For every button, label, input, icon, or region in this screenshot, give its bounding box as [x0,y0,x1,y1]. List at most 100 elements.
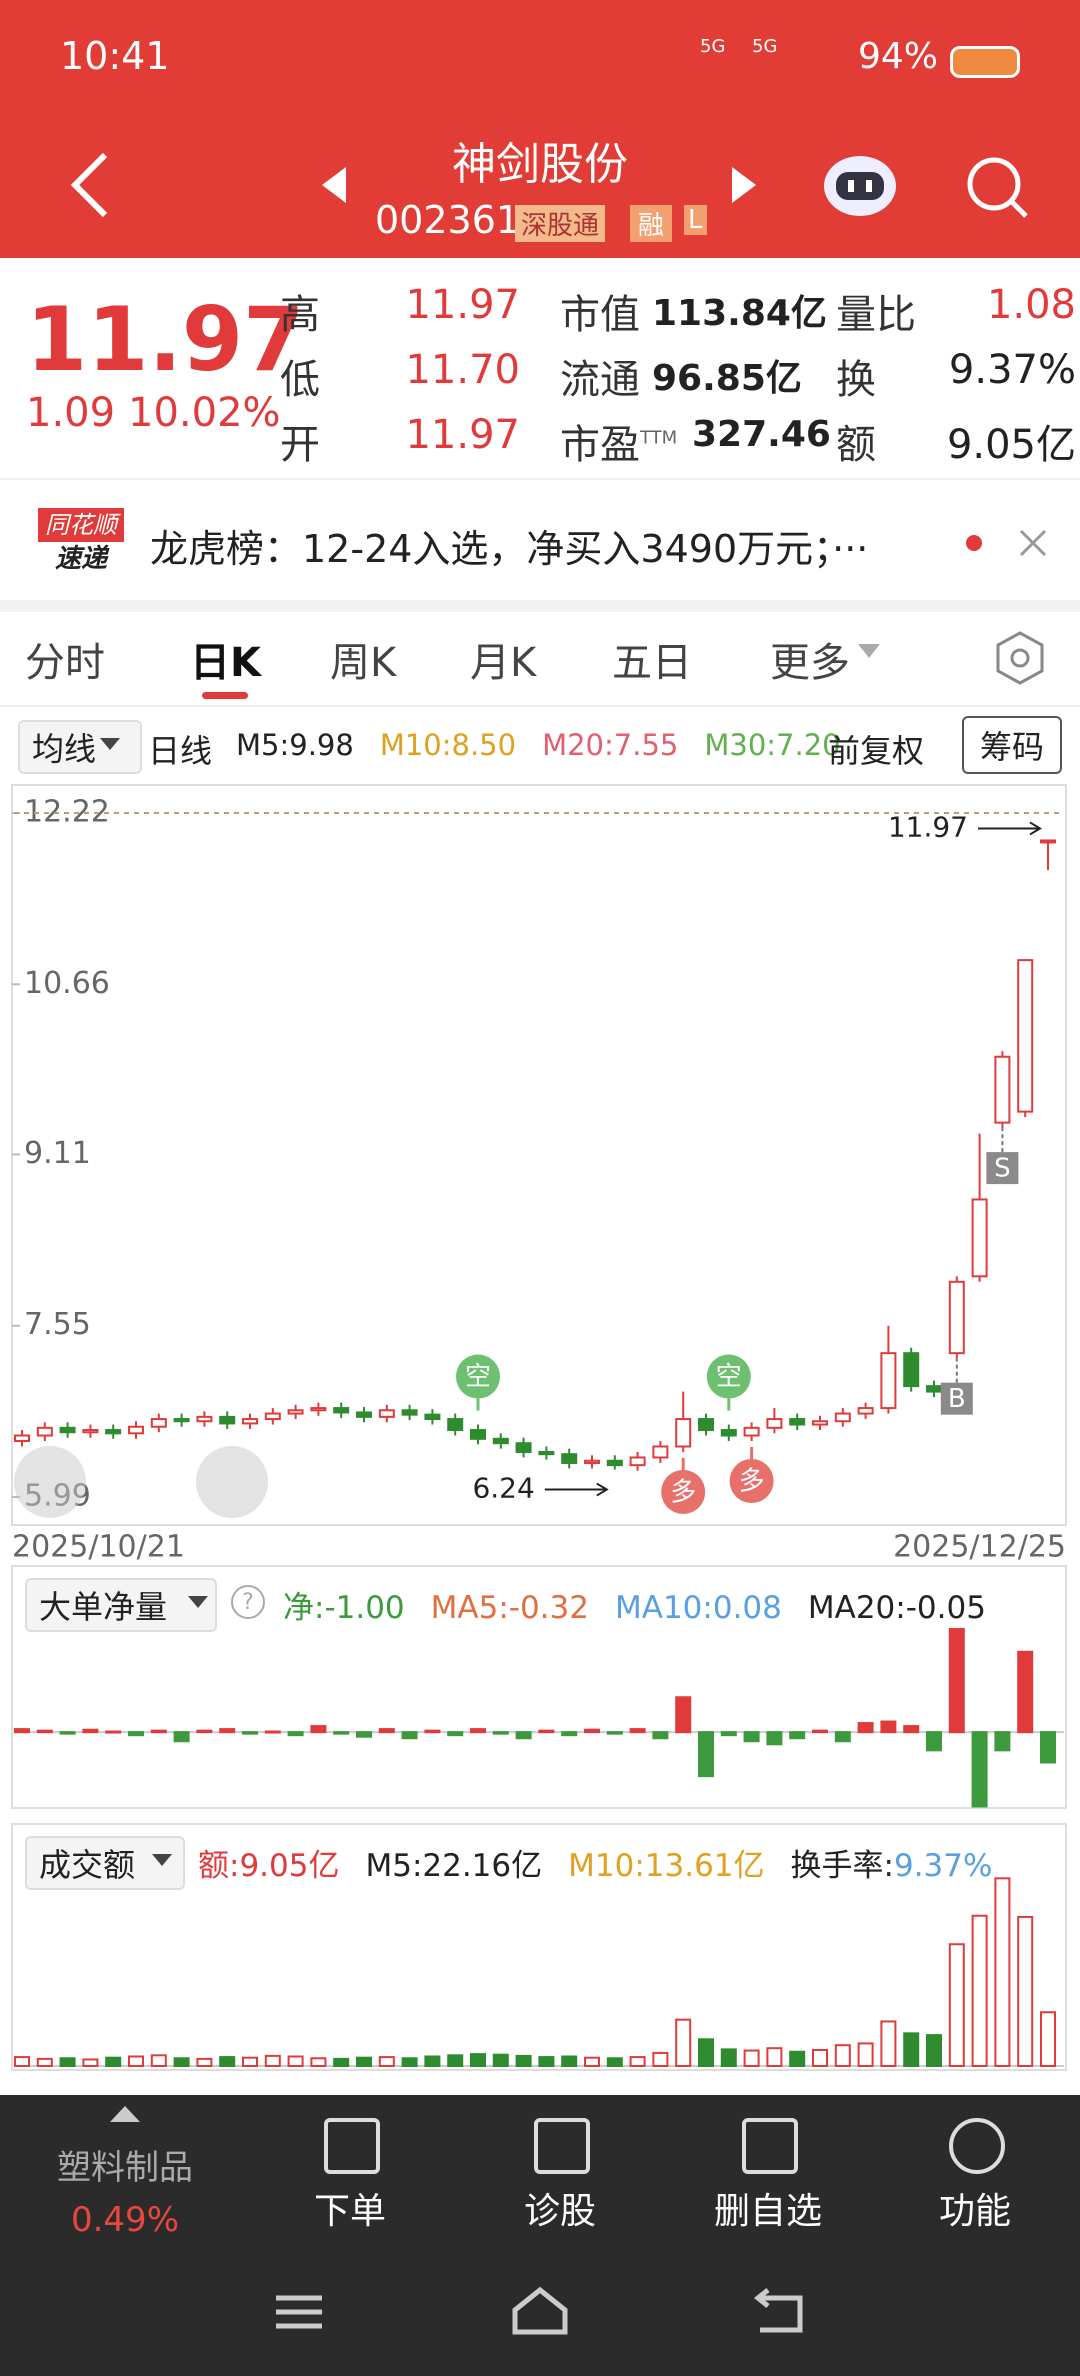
action-icon[interactable] [742,2118,798,2174]
bar [789,1731,806,1740]
bar [515,2054,532,2068]
stat-value: 11.97 [405,412,520,458]
action-icon[interactable] [324,2118,380,2174]
bar [424,2055,441,2068]
chips-button[interactable]: 筹码 [962,716,1063,774]
bar [629,2056,646,2067]
netflow-menu[interactable]: 大单净量 [25,1578,218,1632]
candle-body [698,1418,714,1432]
signal-label: 多 [739,1467,765,1497]
candle-body [903,1352,920,1388]
action-label[interactable]: 功能 [938,2191,1011,2232]
bar [812,1729,828,1734]
bar [310,1725,327,1734]
x-tick-label: 2025/12/25 [893,1530,1066,1565]
candle-body [333,1407,350,1414]
bar [264,2054,281,2068]
bar [994,1731,1011,1752]
adjust-mode[interactable]: 前复权 [828,732,925,770]
action-label[interactable]: 下单 [313,2191,386,2232]
tab[interactable]: 日K [190,640,261,686]
tab[interactable]: 五日 [612,640,692,686]
back-button[interactable] [60,145,120,225]
y-tick-label: 9.11 [24,1136,91,1171]
up-caret [110,2106,140,2122]
ma-legend: M5:9.98 M10:8.50 M20:7.55 M30:7.20 [236,728,867,762]
legend-item: 净:-1.00 [283,1590,405,1626]
bar [698,1731,714,1778]
candle-body [82,1429,99,1434]
bar [356,2056,372,2067]
candle-body [59,1426,76,1434]
bar [401,2057,418,2068]
candle-body [492,1437,509,1445]
back-key[interactable] [753,2288,803,2333]
fullscreen-button[interactable] [196,1446,268,1518]
action-icon[interactable] [949,2118,1005,2174]
legend-item: M30:7.20 [704,728,841,762]
bar [287,1731,304,1737]
stat-value: 9.37% [948,347,1076,393]
menu-key[interactable] [276,2295,322,2329]
volume-menu[interactable]: 成交额 [25,1836,186,1890]
tab[interactable]: 周K [330,640,397,686]
bar [561,2055,578,2068]
signal-marker: B [940,1358,973,1415]
help-icon[interactable]: ? [228,1582,268,1622]
legend-item: M20:7.55 [542,728,679,762]
prev-stock[interactable] [318,165,348,205]
news-text[interactable]: 龙虎榜：12-24入选，净买入3490万元；··· [150,527,869,571]
candle-body [857,1407,874,1415]
expand-button[interactable] [14,1446,86,1518]
candle-body [561,1453,578,1464]
y-tick-label: 10.66 [24,966,110,1001]
bar [14,2056,30,2067]
bar [105,2056,122,2067]
candle-body [720,1429,737,1437]
price-panel [11,784,1067,1526]
settings-button[interactable] [995,630,1045,686]
candle-body [219,1415,236,1425]
bar [606,2057,623,2068]
signal-marker: 多 [661,1457,706,1514]
legend-item: 9.37% [893,1848,993,1884]
bar [584,2056,600,2067]
bar [857,1722,874,1734]
stat-label: 市盈TTM [560,422,678,468]
tab[interactable]: 月K [470,640,537,686]
candle-body [515,1442,532,1453]
ma-menu[interactable]: 均线 [18,720,143,774]
next-stock[interactable] [730,165,760,205]
bar [903,1725,920,1734]
legend-item: 换手率: [790,1848,894,1884]
robot-icon[interactable] [820,150,900,220]
candle-body [424,1413,441,1421]
action-label[interactable]: 诊股 [523,2191,596,2232]
charts: 5.997.559.1110.6612.222025/10/212025/12/… [11,784,1067,2071]
candle-body [264,1412,281,1421]
close-news[interactable] [1018,528,1048,558]
bar [994,1877,1011,2068]
bar [378,1728,395,1734]
stat-label: 额 [836,422,876,468]
action-label[interactable]: 删自选 [713,2191,822,2232]
signal-label: 空 [716,1362,742,1392]
search-button[interactable] [962,152,1032,222]
candle-body [105,1429,122,1435]
action-icon[interactable] [534,2118,590,2174]
bar [219,1728,236,1734]
candle-body [14,1434,30,1443]
bar [606,1731,623,1735]
battery-level: 94% [858,36,939,77]
home-key[interactable] [512,2286,568,2335]
sector-name[interactable]: 塑料制品 [57,2148,193,2188]
tab[interactable]: 更多 [770,640,850,686]
bar [948,1628,965,1734]
candle-body [812,1420,828,1426]
sector-change: 0.49% [70,2200,179,2240]
tab[interactable]: 分时 [25,640,105,686]
network-2: 5G [752,36,778,57]
bar [629,1728,646,1734]
bar [173,2057,190,2068]
bar [538,1729,555,1734]
